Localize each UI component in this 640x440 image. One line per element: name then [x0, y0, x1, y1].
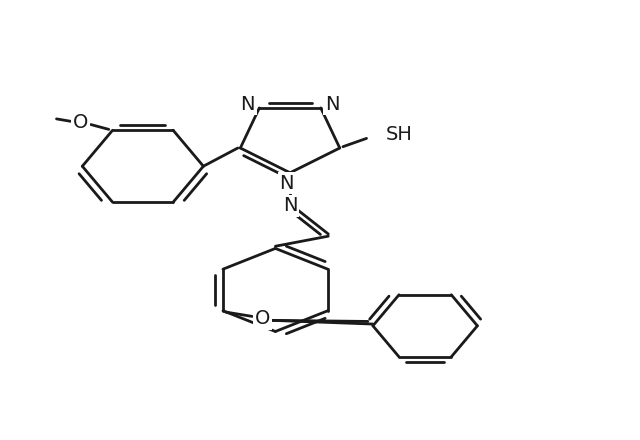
Text: N: N — [280, 174, 294, 193]
Text: N: N — [325, 95, 339, 114]
Text: O: O — [255, 309, 270, 328]
Text: SH: SH — [386, 125, 413, 144]
Text: O: O — [73, 113, 88, 132]
Text: N: N — [283, 196, 298, 215]
Text: N: N — [241, 95, 255, 114]
